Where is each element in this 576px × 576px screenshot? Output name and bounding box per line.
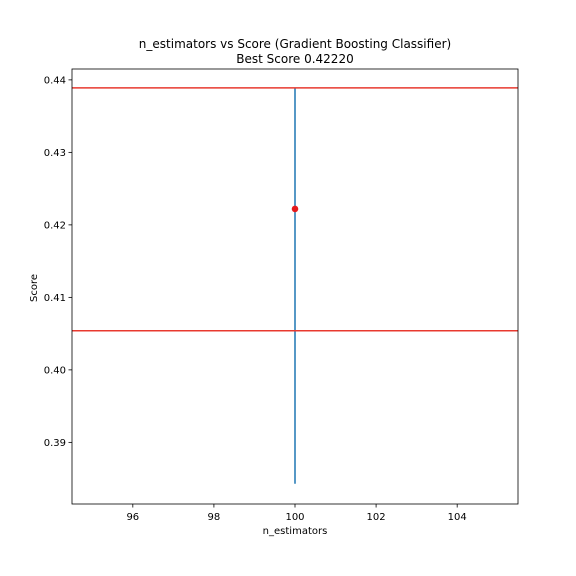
y-tick-label: 0.39 [44,438,66,449]
y-tick-label: 0.41 [44,293,66,304]
x-tick-label: 100 [285,512,304,523]
plot-area [72,87,518,484]
x-axis-label: n_estimators [263,526,328,537]
y-axis: 0.39 0.40 0.41 0.42 0.43 0.44 [44,75,72,449]
x-tick-label: 96 [126,512,139,523]
x-axis: 96 98 100 102 104 [126,504,467,523]
chart-title: n_estimators vs Score (Gradient Boosting… [139,37,451,51]
chart-subtitle: Best Score 0.42220 [236,52,353,66]
y-tick-label: 0.43 [44,148,66,159]
x-tick-label: 98 [208,512,221,523]
x-tick-label: 104 [448,512,467,523]
y-tick-label: 0.44 [44,75,66,86]
y-axis-label: Score [29,274,40,302]
best-score-point [291,205,299,213]
x-tick-label: 102 [367,512,386,523]
y-tick-label: 0.40 [44,365,66,376]
y-tick-label: 0.42 [44,220,66,231]
